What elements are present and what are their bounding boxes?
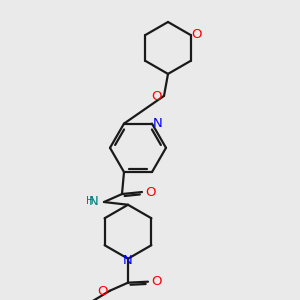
Text: O: O [191,28,202,41]
Text: O: O [151,90,161,104]
Text: N: N [123,254,133,267]
Text: O: O [97,285,107,298]
Text: O: O [145,185,155,199]
Text: O: O [151,275,161,288]
Text: H: H [86,196,94,206]
Text: N: N [88,194,98,208]
Text: N: N [153,117,163,130]
